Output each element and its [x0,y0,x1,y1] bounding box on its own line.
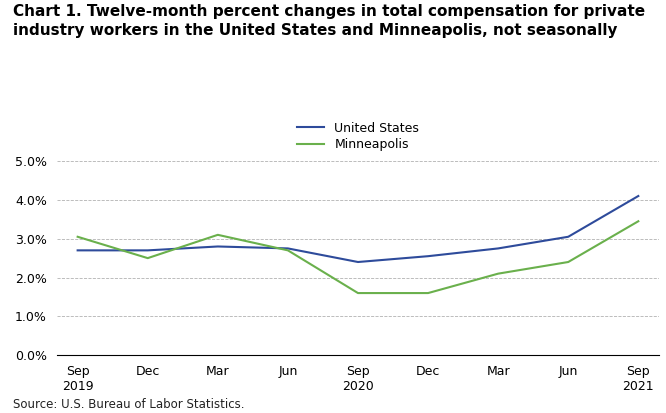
Minneapolis [354,291,362,296]
United States [214,244,222,249]
United States [354,259,362,264]
Line: United States: United States [78,196,638,262]
Text: Source: U.S. Bureau of Labor Statistics.: Source: U.S. Bureau of Labor Statistics. [13,398,245,411]
Minneapolis [424,291,432,296]
Minneapolis [634,219,642,224]
Minneapolis [284,248,292,253]
Legend: United States, Minneapolis: United States, Minneapolis [297,122,419,151]
Minneapolis [494,271,502,276]
United States [564,234,572,239]
Text: Chart 1. Twelve-month percent changes in total compensation for private
industry: Chart 1. Twelve-month percent changes in… [13,4,645,38]
Minneapolis [214,233,222,237]
United States [284,246,292,251]
United States [494,246,502,251]
United States [424,254,432,259]
United States [634,194,642,199]
Minneapolis [144,256,152,261]
United States [144,248,152,253]
Minneapolis [564,259,572,264]
Minneapolis [74,234,82,239]
United States [74,248,82,253]
Line: Minneapolis: Minneapolis [78,221,638,293]
